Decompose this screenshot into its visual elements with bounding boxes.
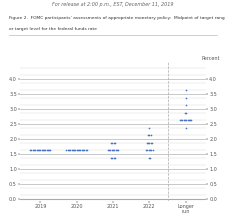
Text: Figure 2.  FOMC participants’ assessments of appropriate monetary policy:  Midpo: Figure 2. FOMC participants’ assessments… [9,16,225,20]
Text: Percent: Percent [201,56,220,61]
Text: or target level for the federal funds rate: or target level for the federal funds ra… [9,27,97,31]
Text: For release at 2:00 p.m., EST, December 11, 2019: For release at 2:00 p.m., EST, December … [52,2,173,7]
